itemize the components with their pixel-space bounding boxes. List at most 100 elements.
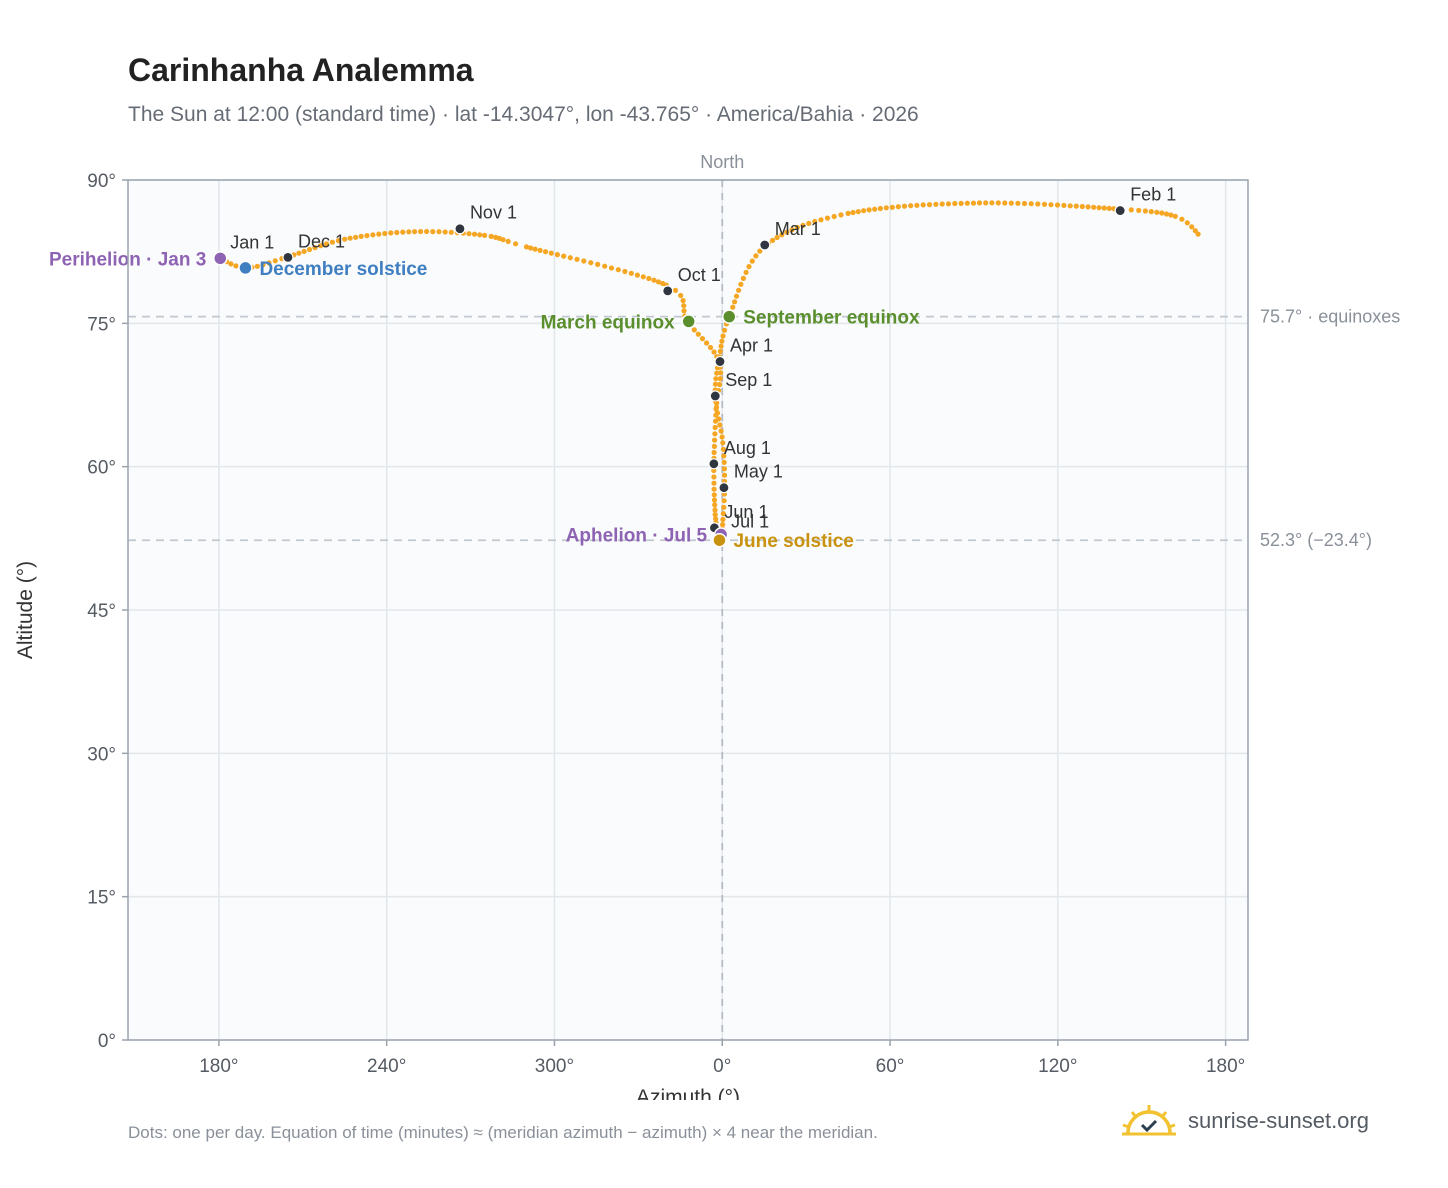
day-dot: [712, 424, 718, 431]
day-dot: [926, 202, 933, 208]
day-dot: [466, 231, 472, 237]
y-tick-label: 75°: [87, 314, 116, 335]
day-dot: [442, 229, 448, 235]
day-dot: [628, 270, 634, 276]
day-dot: [1172, 213, 1178, 219]
x-tick-label: 180°: [199, 1056, 238, 1077]
day-dot: [743, 269, 749, 275]
day-dot: [581, 258, 587, 264]
day-dot: [983, 200, 989, 206]
day-dot: [958, 200, 964, 206]
x-tick-label: 0°: [713, 1056, 731, 1077]
day-dot: [595, 261, 601, 267]
day-dot: [699, 336, 706, 342]
event-marker: [721, 309, 737, 324]
day-dot: [720, 440, 726, 446]
chart-subtitle: The Sun at 12:00 (standard time) · lat -…: [128, 103, 919, 126]
event-label: December solstice: [259, 259, 427, 280]
day-dot: [713, 404, 720, 410]
day-dot: [920, 202, 926, 208]
day-dot: [716, 416, 722, 422]
day-dot: [318, 243, 324, 249]
day-dot: [1195, 231, 1201, 237]
day-dot: [347, 235, 353, 241]
day-dot: [939, 201, 945, 207]
day-dot: [681, 308, 687, 314]
day-dot: [933, 201, 939, 207]
day-dot: [770, 237, 776, 243]
day-dot: [1106, 205, 1112, 211]
day-dot: [861, 208, 867, 214]
day-dot: [901, 203, 908, 209]
day-dot: [995, 200, 1001, 206]
day-dot: [850, 209, 856, 216]
day-dot: [736, 287, 742, 293]
x-tick-label: 120°: [1038, 1056, 1077, 1077]
day-dot: [712, 381, 719, 387]
day-dot: [812, 218, 818, 225]
day-dot: [721, 466, 728, 472]
day-dot: [889, 204, 895, 210]
brand[interactable]: sunrise-sunset.org: [1120, 1103, 1369, 1139]
day-dot: [1079, 203, 1085, 210]
month-label: Sep 1: [725, 370, 772, 390]
day-dot: [335, 238, 342, 244]
day-dot: [424, 228, 430, 235]
day-dot: [711, 449, 717, 456]
day-dot: [824, 215, 831, 221]
day-dot: [711, 486, 717, 492]
day-dot: [430, 229, 436, 235]
chart-title: Carinhanha Analemma: [128, 52, 474, 88]
day-dot: [720, 446, 727, 452]
y-tick-label: 0°: [98, 1031, 116, 1052]
day-dot: [711, 492, 717, 498]
day-dot: [1035, 201, 1041, 207]
day-dot: [1008, 200, 1014, 206]
day-dot: [779, 232, 785, 238]
day-dot: [757, 248, 763, 254]
day-dot: [945, 201, 952, 207]
day-dot: [707, 344, 714, 351]
day-dot: [883, 205, 889, 211]
day-dot: [382, 230, 388, 237]
day-dot: [353, 234, 359, 240]
event-marker: [681, 314, 696, 329]
event-label: Aphelion · Jul 5: [566, 526, 708, 547]
day-dot: [561, 253, 567, 259]
day-dot: [717, 348, 723, 354]
day-dot: [720, 333, 726, 339]
day-dot: [718, 343, 724, 349]
day-dot: [1168, 212, 1174, 218]
day-dot: [711, 474, 717, 480]
day-dot: [691, 327, 697, 333]
day-dot: [323, 241, 330, 247]
day-dot: [908, 203, 914, 209]
day-dot: [753, 253, 759, 259]
month-label: Jan 1: [230, 232, 274, 252]
day-dot: [266, 260, 272, 266]
y-tick-label: 15°: [87, 888, 116, 909]
day-dot: [1054, 202, 1061, 208]
day-dot: [774, 234, 780, 241]
day-dot: [789, 227, 795, 233]
day-dot: [228, 261, 234, 267]
month-label: Jun 1: [724, 502, 768, 522]
day-dot: [554, 252, 561, 258]
day-dot: [548, 250, 554, 256]
day-dot: [895, 204, 901, 210]
day-dot: [712, 431, 718, 437]
day-dot: [719, 338, 725, 344]
day-dot: [542, 249, 549, 255]
x-tick-label: 240°: [367, 1056, 406, 1077]
day-dot: [1184, 220, 1190, 226]
day-dot: [1085, 204, 1091, 210]
event-marker: [712, 532, 727, 548]
brand-name[interactable]: sunrise-sunset.org: [1188, 1108, 1369, 1133]
day-dot: [1142, 208, 1148, 214]
day-dot: [695, 331, 701, 337]
day-dot: [712, 502, 718, 508]
day-dot: [306, 246, 313, 253]
day-dot: [500, 237, 506, 243]
day-dot: [1179, 216, 1185, 222]
